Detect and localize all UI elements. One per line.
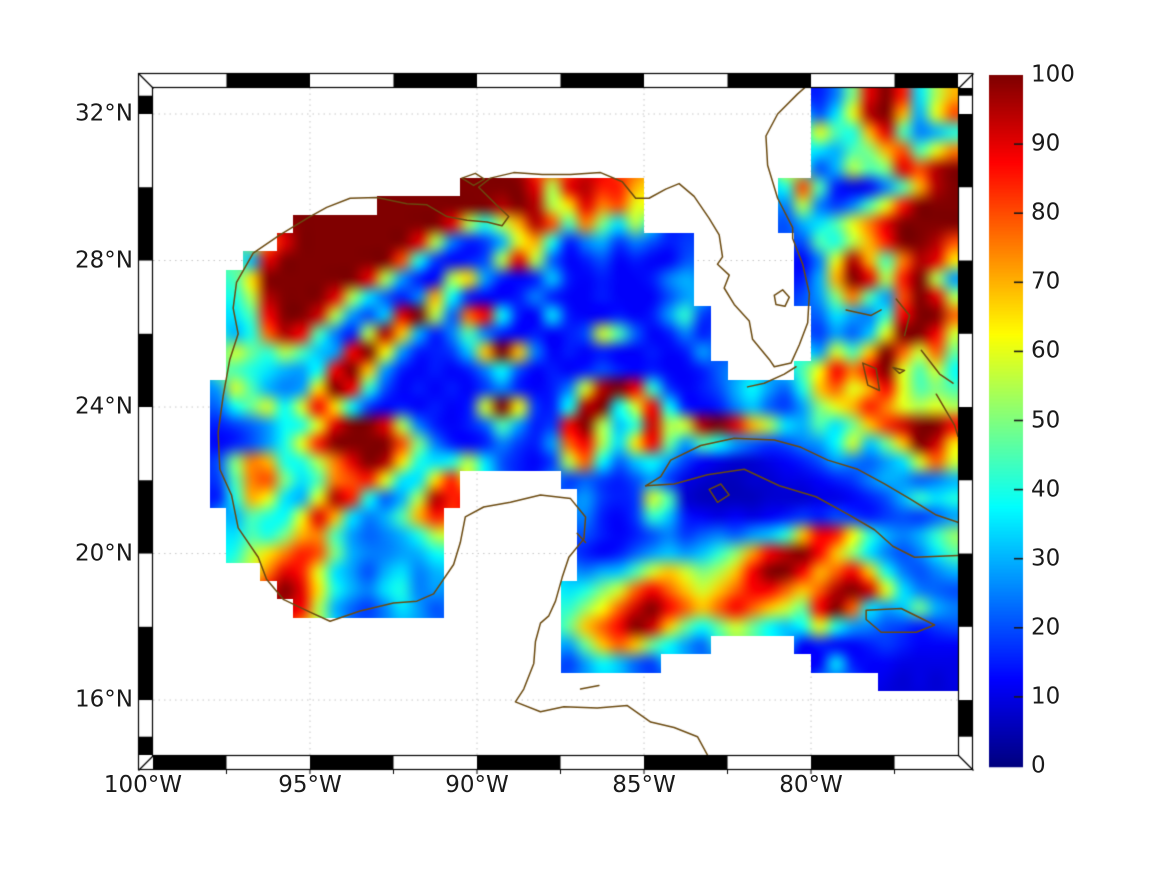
x-axis-tick-label: 85°W: [612, 772, 676, 798]
colorbar-tick-label: 70: [1031, 268, 1061, 295]
y-axis-tick-label: 32°N: [75, 100, 133, 127]
x-axis-tick-label: 80°W: [779, 772, 843, 798]
colorbar-tick-label: 40: [1031, 476, 1061, 503]
y-axis-tick-label: 28°N: [75, 247, 133, 274]
colorbar-tick-label: 80: [1031, 199, 1061, 226]
colorbar-tick-label: 90: [1031, 130, 1061, 157]
x-axis-tick-label: 95°W: [278, 772, 342, 798]
colorbar-tick-label: 0: [1031, 752, 1046, 779]
y-axis-tick-label: 20°N: [75, 540, 133, 567]
colorbar-tick-label: 30: [1031, 545, 1061, 572]
y-axis-tick-label: 24°N: [75, 393, 133, 420]
colorbar-tick-label: 20: [1031, 614, 1061, 641]
colorbar-tick-label: 50: [1031, 407, 1061, 433]
colorbar-tick-label: 10: [1031, 683, 1061, 710]
x-axis-tick-label: 100°W: [103, 772, 183, 798]
y-axis-tick-label: 16°N: [75, 686, 133, 713]
x-axis-tick-label: 90°W: [445, 772, 509, 798]
colorbar-tick-label: 60: [1031, 337, 1061, 364]
colorbar-tick-label: 100: [1031, 61, 1075, 88]
